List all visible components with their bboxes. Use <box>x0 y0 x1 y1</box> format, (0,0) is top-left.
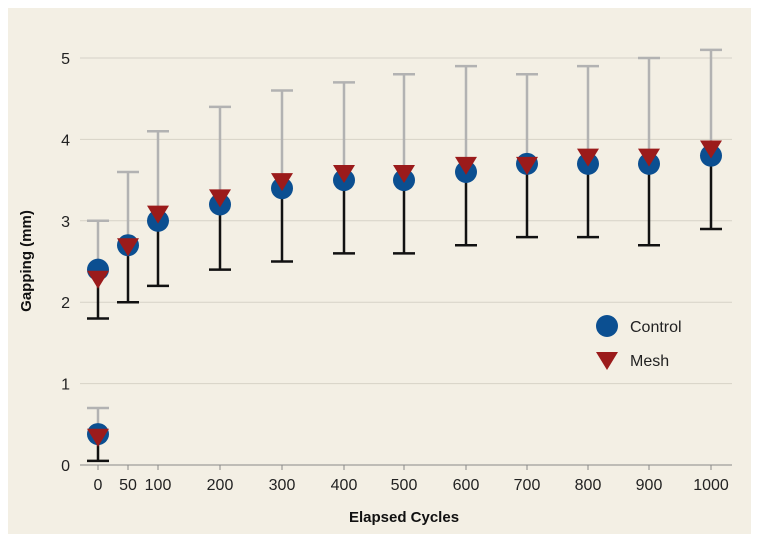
x-tick-label: 0 <box>94 477 103 494</box>
y-tick-label: 1 <box>61 377 70 394</box>
x-tick-label: 50 <box>119 477 137 494</box>
y-tick-label: 4 <box>61 132 70 149</box>
mesh-marker <box>147 205 169 224</box>
x-tick-label: 600 <box>453 477 480 494</box>
legend: Control Mesh <box>596 315 682 370</box>
mesh-marker <box>516 156 538 175</box>
x-tick-label: 1000 <box>693 477 729 494</box>
mesh-marker <box>455 156 477 175</box>
mesh-marker <box>87 270 109 289</box>
error-bars <box>87 48 722 463</box>
x-tick-label: 500 <box>391 477 418 494</box>
x-tick-label: 800 <box>575 477 602 494</box>
legend-mesh-label: Mesh <box>630 353 669 370</box>
x-tick-label: 900 <box>636 477 663 494</box>
y-tick-label: 3 <box>61 214 70 231</box>
mesh-marker <box>271 173 293 192</box>
legend-mesh-marker <box>596 352 618 370</box>
x-tick-label: 400 <box>331 477 358 494</box>
legend-control-marker <box>596 315 618 337</box>
gridlines <box>80 57 732 385</box>
mesh-marker <box>700 140 722 159</box>
x-tick-label: 300 <box>269 477 296 494</box>
mesh-marker <box>209 189 231 208</box>
y-axis-title: Gapping (mm) <box>18 210 35 312</box>
mesh-marker <box>87 428 109 447</box>
y-tick-label: 0 <box>61 458 70 475</box>
chart-panel: 0 1 2 3 4 5 0 50 100 200 300 400 500 600 700 800 900 1000… <box>8 8 751 534</box>
x-axis-title: Elapsed Cycles <box>349 509 459 526</box>
y-tick-label: 2 <box>61 295 70 312</box>
mesh-marker <box>577 148 599 167</box>
x-tick-label: 200 <box>207 477 234 494</box>
y-tick-label: 5 <box>61 51 70 68</box>
legend-control-label: Control <box>630 319 682 336</box>
x-tick-label: 700 <box>514 477 541 494</box>
mesh-marker <box>117 238 139 257</box>
mesh-marker <box>333 164 355 183</box>
x-tick-label: 100 <box>145 477 172 494</box>
data-markers <box>87 140 722 447</box>
mesh-marker <box>393 164 415 183</box>
mesh-marker <box>638 148 660 167</box>
